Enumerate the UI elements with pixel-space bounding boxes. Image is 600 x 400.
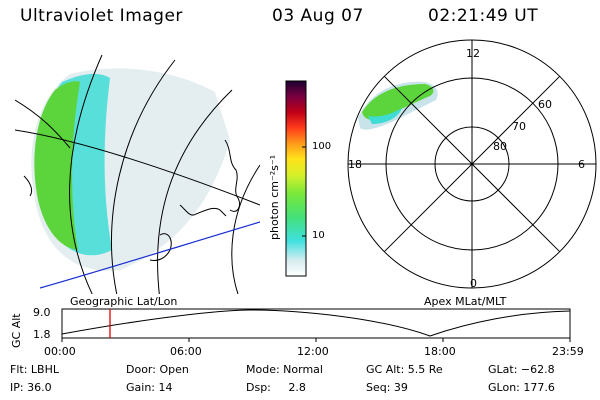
seq-info: Seq: 39: [366, 381, 408, 394]
flight-info: Flt: LBHL: [10, 363, 59, 376]
colorbar-title: photon cm⁻²s⁻¹: [268, 154, 281, 240]
gc-alt-info: GC Alt: 5.5 Re: [366, 363, 443, 376]
blue-coastline: [39, 221, 260, 289]
aurora-green-band: [34, 81, 80, 250]
altitude-ytick-max: 9.0: [33, 306, 51, 319]
mlt-label-0: 0: [470, 277, 477, 290]
glon-info: GLon: 177.6: [488, 381, 555, 394]
mlt-label-6: 6: [578, 158, 585, 171]
glat-info: GLat: −62.8: [488, 363, 555, 376]
left-panel-label: Geographic Lat/Lon: [70, 295, 178, 308]
colorbar-tick-10: 10: [312, 230, 325, 241]
altitude-ylabel: GC Alt: [10, 313, 23, 348]
altitude-ytick-min: 1.8: [33, 328, 51, 341]
colorbar: [285, 80, 307, 277]
right-panel-label: Apex MLat/MLT: [424, 295, 507, 308]
mode-info: Mode: Normal: [246, 363, 323, 376]
mlt-label-18: 18: [348, 158, 362, 171]
time-tick-0600: 06:00: [170, 345, 202, 358]
mlat-label-60: 60: [538, 98, 552, 111]
mlt-label-12: 12: [466, 47, 480, 60]
image-date: 03 Aug 07: [272, 6, 364, 26]
time-tick-0000: 00:00: [44, 345, 76, 358]
mlat-label-70: 70: [512, 120, 526, 133]
instrument-title: Ultraviolet Imager: [20, 6, 183, 26]
altitude-plot: [61, 308, 571, 342]
time-tick-1200: 12:00: [297, 345, 329, 358]
geographic-map: [15, 54, 260, 294]
mlat-label-80: 80: [493, 140, 507, 153]
dsp-info: Dsp: 2.8: [246, 381, 306, 394]
gain-info: Gain: 14: [126, 381, 173, 394]
time-tick-1800: 18:00: [424, 345, 456, 358]
colorbar-tick-100: 100: [312, 141, 332, 152]
ip-info: IP: 36.0: [10, 381, 52, 394]
altitude-curve: [61, 309, 571, 337]
time-tick-2359: 23:59: [552, 345, 584, 358]
polar-plot: [347, 39, 597, 289]
door-info: Door: Open: [126, 363, 189, 376]
image-time: 02:21:49 UT: [428, 6, 539, 26]
